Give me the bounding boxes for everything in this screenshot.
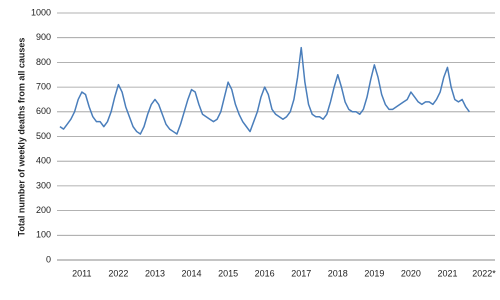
y-tick-label: 300	[36, 180, 51, 190]
x-tick-label: 2015	[218, 268, 238, 278]
y-axis-label: Total number of weekly deaths from all c…	[16, 38, 26, 237]
x-tick-label: 2022*	[472, 268, 496, 278]
x-tick-label: 2022	[108, 268, 128, 278]
y-tick-label: 200	[36, 205, 51, 215]
x-tick-label: 2020	[401, 268, 421, 278]
y-tick-label: 800	[36, 57, 51, 67]
x-tick-label: 2016	[255, 268, 275, 278]
y-tick-label: 500	[36, 131, 51, 141]
y-tick-label: 700	[36, 81, 51, 91]
x-tick-label: 2019	[364, 268, 384, 278]
x-tick-label: 2017	[291, 268, 311, 278]
x-tick-label: 2011	[72, 268, 91, 278]
y-tick-label: 100	[36, 230, 51, 240]
y-tick-label: 0	[46, 254, 51, 264]
x-tick-label: 2018	[328, 268, 348, 278]
x-tick-label: 2013	[145, 268, 165, 278]
y-tick-label: 600	[36, 106, 51, 116]
y-tick-label: 1000	[31, 7, 51, 17]
y-tick-label: 400	[36, 156, 51, 166]
y-tick-label: 900	[36, 32, 51, 42]
x-tick-label: 2014	[182, 268, 202, 278]
data-line	[59, 46, 471, 135]
x-tick-label: 2021	[437, 268, 457, 278]
